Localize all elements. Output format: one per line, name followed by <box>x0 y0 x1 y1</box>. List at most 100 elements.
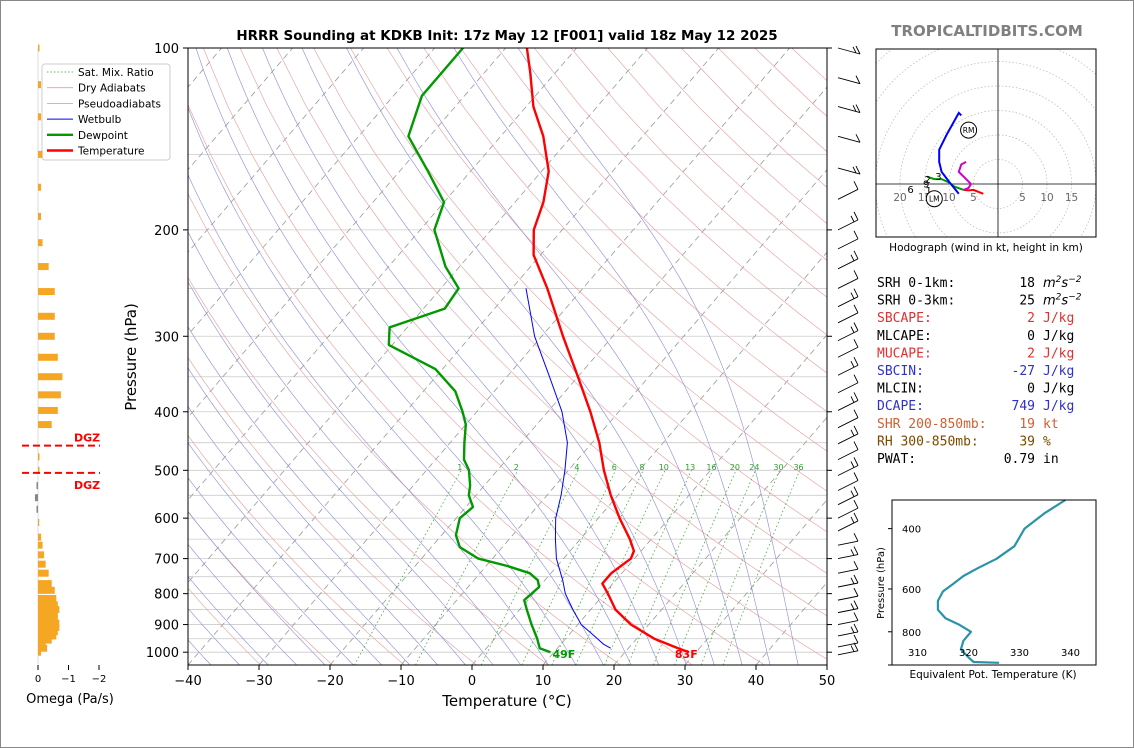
x-tick-label: 20 <box>606 674 623 689</box>
wind-barb-flag <box>855 45 861 55</box>
omega-bar <box>38 288 55 296</box>
hodograph-marker <box>960 121 978 139</box>
y-tick-label: 1000 <box>146 646 179 661</box>
wind-barb-flag <box>852 166 857 174</box>
wind-barb-flag <box>853 532 859 542</box>
omega-bar <box>38 595 57 603</box>
hodograph-ring-label: 10 <box>942 192 955 204</box>
y-tick-label: 600 <box>154 512 179 527</box>
param-unit: m2s−2 <box>1043 293 1082 309</box>
x-tick-label: −40 <box>174 674 201 689</box>
surface-dewpoint-label: 49F <box>552 648 575 661</box>
wind-barb-shaft <box>837 449 859 461</box>
pseudoadiabat <box>188 231 522 665</box>
param-label: DCAPE: <box>877 399 924 414</box>
theta-e-panel: 310 320 330 340 400 600 800 Equivalent Pot. Te… <box>876 499 1097 681</box>
mixing-ratio-label: 20 <box>730 463 740 472</box>
x-tick-label: 0 <box>468 674 476 689</box>
dry-adiabat <box>497 48 827 374</box>
mixing-ratio-line <box>604 470 692 665</box>
hodograph-segment <box>938 111 963 195</box>
hodograph-height-label: 1 <box>925 186 931 197</box>
hodograph-height-label: 9 <box>923 180 929 191</box>
wind-barb-flag <box>850 626 855 633</box>
wind-barb-flag <box>850 429 855 437</box>
param-value: 0.79 <box>1004 452 1035 467</box>
x-tick-label: 40 <box>748 674 765 689</box>
mixing-ratio-line <box>627 470 714 665</box>
wind-barb-shaft <box>837 219 859 231</box>
omega-bar <box>38 466 40 474</box>
wind-barb-shaft <box>837 364 859 376</box>
x-tick-label: 30 <box>677 674 694 689</box>
skewt-profiles: 49F 83F <box>387 48 698 661</box>
mixing-ratio-label: 10 <box>659 463 669 472</box>
y-axis-label: Pressure (hPa) <box>122 303 140 411</box>
theta-e-x-label: Equivalent Pot. Temperature (K) <box>909 669 1076 681</box>
wind-barb-shaft <box>837 382 859 394</box>
isotherm-line <box>188 48 648 584</box>
wind-barb-flag <box>853 211 859 221</box>
wind-barb-shaft <box>837 595 859 601</box>
dry-adiabat <box>188 587 261 665</box>
mixing-ratio-label: 1 <box>457 463 462 472</box>
param-label: PWAT: <box>877 452 916 467</box>
dry-adiabat <box>188 511 333 665</box>
omega-bar <box>38 212 42 220</box>
omega-bar <box>38 453 40 461</box>
x-axis-label: Temperature (°C) <box>441 692 571 710</box>
pseudoadiabat <box>227 48 632 665</box>
omega-bar <box>38 628 58 636</box>
skewt-background-lines: 1 2 4 6 8 10 13 16 20 24 30 36 <box>188 48 827 665</box>
wind-barbs <box>837 45 861 656</box>
chart-title: HRRR Sounding at KDKB Init: 17z May 12 [… <box>236 28 777 44</box>
dry-adiabat <box>188 103 693 665</box>
mixing-ratio-line <box>480 470 579 665</box>
wind-barb-flag <box>850 549 855 556</box>
omega-bar <box>38 601 58 609</box>
wind-barb-flag <box>850 577 855 585</box>
wind-barb-shaft <box>837 520 859 532</box>
param-value: 2 <box>1027 346 1035 361</box>
param-unit: % <box>1043 434 1051 449</box>
omega-bar <box>38 541 43 549</box>
dry-adiabat <box>313 48 827 574</box>
wind-barb-flag <box>850 292 855 299</box>
param-unit: J/kg <box>1043 364 1074 379</box>
wind-barb-flag <box>850 490 855 497</box>
mixing-ratio-line <box>575 470 666 665</box>
param-label: MLCAPE: <box>877 329 932 344</box>
pseudoadiabat <box>188 281 494 665</box>
omega-bars: DGZ DGZ 0 −1 −2 <box>22 44 106 685</box>
omega-bar <box>38 533 42 541</box>
wind-barb-flag <box>853 623 859 633</box>
omega-bar <box>38 640 46 648</box>
param-unit: J/kg <box>1043 399 1074 414</box>
omega-bar <box>38 312 55 320</box>
hodograph-caption: Hodograph (wind in kt, height in km) <box>889 242 1083 254</box>
mixing-ratio-line <box>521 470 616 665</box>
param-label: SBCIN: <box>877 364 924 379</box>
wind-barb-flag <box>852 46 857 54</box>
omega-bar <box>38 44 40 52</box>
hodograph-height-label: 6 <box>907 185 913 196</box>
dgz-label: DGZ <box>74 432 100 445</box>
param-unit: J/kg <box>1043 382 1074 397</box>
dry-adiabat <box>386 48 827 492</box>
mixing-ratio-label: 4 <box>574 463 579 472</box>
pseudoadiabat <box>188 477 354 665</box>
omega-bar <box>38 421 52 429</box>
y-tick-label: 300 <box>154 330 179 345</box>
dry-adiabat <box>203 48 765 665</box>
wind-barb-shaft <box>837 296 859 308</box>
omega-bar <box>38 183 42 191</box>
param-unit: m2s−2 <box>1043 275 1082 291</box>
pseudoadiabat <box>188 406 410 665</box>
omega-bar <box>38 560 46 568</box>
wind-barb-shaft <box>837 278 859 289</box>
wind-barb-flag <box>850 326 855 333</box>
wind-barb-shaft <box>837 77 861 85</box>
wind-barb-flag <box>850 396 855 403</box>
